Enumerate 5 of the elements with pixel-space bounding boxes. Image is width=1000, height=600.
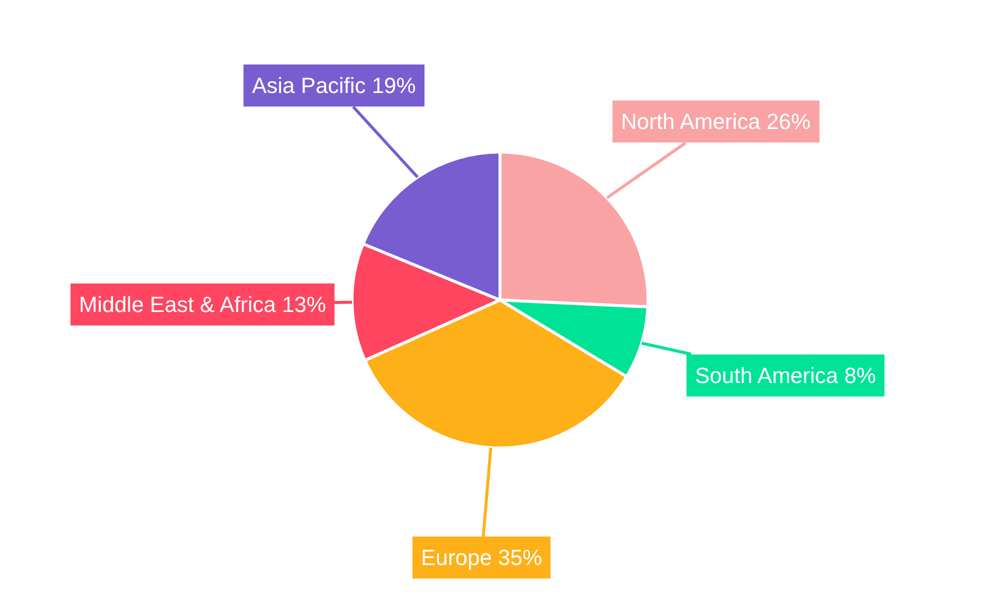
slice-label: Asia Pacific 19% — [252, 73, 416, 98]
slice-label: South America 8% — [695, 363, 876, 388]
slice-label: North America 26% — [621, 109, 811, 134]
slice-label: Europe 35% — [421, 545, 542, 570]
slice-label: Middle East & Africa 13% — [79, 292, 326, 317]
